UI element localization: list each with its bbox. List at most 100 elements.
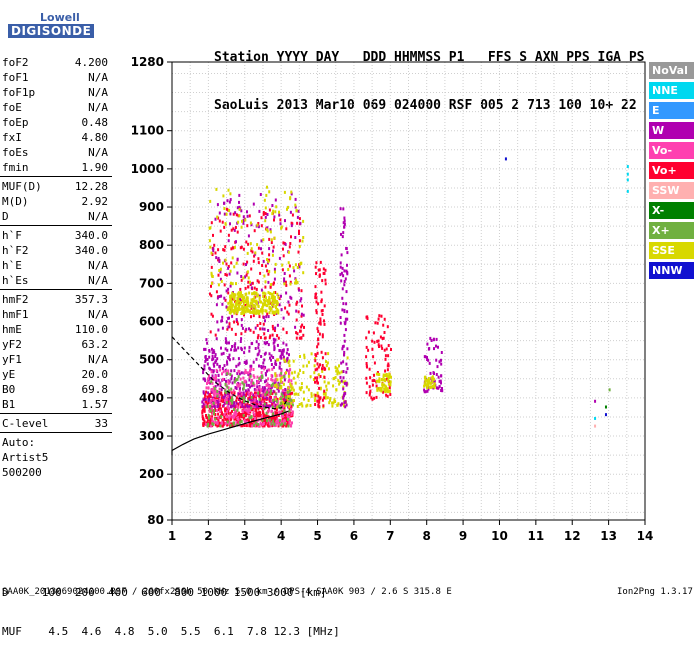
- echo-point: [210, 284, 212, 288]
- echo-point: [246, 251, 249, 255]
- param-label: foF1: [2, 71, 29, 84]
- echo-point: [247, 397, 250, 401]
- echo-point: [247, 276, 250, 280]
- echo-point: [230, 327, 233, 331]
- echo-point: [288, 420, 291, 424]
- echo-point: [219, 368, 222, 372]
- echo-point: [217, 404, 220, 408]
- echo-point: [261, 264, 264, 267]
- echo-point: [594, 424, 597, 428]
- x-tick-label: 8: [423, 529, 431, 543]
- echo-point: [273, 379, 276, 383]
- echo-point: [331, 404, 334, 408]
- echo-point: [207, 391, 210, 395]
- echo-point: [232, 414, 235, 418]
- echo-point: [273, 299, 276, 303]
- echo-point: [251, 378, 253, 382]
- echo-point: [342, 387, 345, 391]
- echo-point: [319, 375, 322, 378]
- echo-point: [244, 379, 247, 383]
- echo-point: [261, 415, 263, 419]
- echo-point: [229, 299, 231, 303]
- echo-point: [373, 373, 375, 377]
- echo-point: [306, 403, 309, 407]
- y-tick-label: 80: [147, 513, 164, 527]
- echo-point: [273, 236, 276, 240]
- echo-point: [253, 383, 256, 387]
- echo-point: [344, 400, 347, 404]
- echo-point: [252, 330, 255, 334]
- echo-point: [235, 261, 238, 265]
- echo-point: [268, 418, 271, 422]
- echo-point: [387, 364, 390, 368]
- echo-point: [256, 279, 259, 283]
- echo-point: [331, 401, 334, 405]
- echo-point: [267, 315, 270, 319]
- echo-point: [233, 245, 236, 249]
- echo-point: [250, 364, 253, 368]
- echo-point: [340, 279, 343, 283]
- x-tick-label: 4: [277, 529, 285, 543]
- echo-point: [210, 251, 213, 255]
- echo-point: [381, 337, 384, 340]
- echo-point: [278, 213, 281, 217]
- param-divider: [0, 432, 112, 433]
- echo-point: [249, 280, 251, 284]
- echo-point: [276, 358, 279, 362]
- echo-point: [215, 337, 218, 341]
- echo-point: [203, 409, 206, 413]
- echo-point: [251, 281, 254, 285]
- echo-point: [341, 402, 343, 406]
- echo-point: [295, 281, 298, 285]
- echo-point: [280, 379, 283, 383]
- echo-point: [246, 390, 249, 394]
- echo-point: [206, 382, 208, 385]
- echo-point: [238, 370, 241, 373]
- echo-point: [201, 411, 204, 415]
- echo-point: [264, 219, 267, 223]
- echo-point: [274, 396, 276, 400]
- echo-point: [258, 398, 261, 401]
- echo-point: [290, 398, 293, 402]
- echo-point: [274, 338, 277, 342]
- echo-point: [320, 298, 323, 302]
- echo-point: [289, 295, 292, 299]
- echo-point: [337, 402, 340, 406]
- echo-point: [268, 208, 271, 212]
- echo-point: [379, 335, 382, 339]
- echo-point: [263, 274, 266, 278]
- autoscaling-info: 500200: [2, 466, 42, 479]
- echo-point: [253, 229, 256, 233]
- echo-point: [283, 378, 286, 382]
- echo-point: [297, 392, 300, 396]
- echo-point: [278, 418, 281, 422]
- echo-point: [248, 327, 250, 331]
- echo-point: [262, 303, 265, 307]
- echo-point: [254, 417, 256, 420]
- echo-point: [437, 375, 440, 379]
- echo-point: [366, 317, 369, 320]
- echo-point: [267, 422, 270, 425]
- echo-point: [223, 212, 226, 216]
- echo-point: [296, 300, 299, 304]
- echo-point: [228, 353, 231, 357]
- muf-table: D 100 200 400 600 800 1000 1500 3000 [km…: [2, 560, 340, 651]
- echo-point: [321, 356, 324, 360]
- echo-point: [241, 410, 244, 414]
- echo-point: [302, 371, 305, 374]
- echo-point: [257, 305, 260, 308]
- echo-point: [218, 421, 221, 425]
- echo-point: [233, 311, 236, 315]
- echo-point: [216, 383, 219, 387]
- echo-point: [252, 374, 255, 378]
- echo-point: [338, 364, 340, 368]
- echo-point: [380, 344, 383, 348]
- echo-point: [378, 314, 381, 318]
- echo-point: [217, 412, 220, 416]
- echo-point: [319, 317, 322, 321]
- echo-point: [259, 411, 262, 415]
- echo-point: [227, 239, 230, 243]
- echo-point: [211, 314, 214, 318]
- echo-point: [316, 351, 319, 355]
- echo-point: [365, 336, 368, 340]
